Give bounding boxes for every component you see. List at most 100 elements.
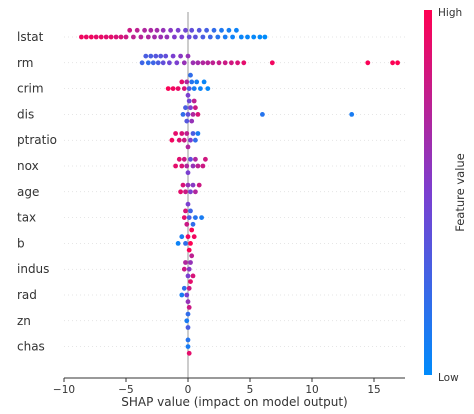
point-lstat: [222, 34, 228, 40]
point-b: [188, 241, 193, 246]
point-rm: [143, 53, 149, 59]
point-lstat: [131, 34, 136, 40]
point-lstat: [160, 27, 166, 33]
point-tax: [199, 215, 205, 221]
point-rm: [181, 60, 187, 66]
point-lstat: [134, 27, 140, 33]
feature-label-lstat: lstat: [17, 30, 44, 44]
point-age: [188, 189, 193, 195]
point-lstat: [211, 27, 217, 33]
point-nox: [181, 156, 187, 162]
colorbar: High Low Feature value: [424, 7, 467, 384]
point-lstat: [145, 34, 151, 40]
point-rm: [178, 53, 184, 59]
point-ptratio: [185, 144, 191, 150]
feature-label-ptratio: ptratio: [17, 133, 57, 147]
point-indus: [183, 260, 188, 265]
point-age: [183, 189, 188, 195]
point-zn: [185, 325, 191, 330]
point-rm: [205, 60, 211, 66]
point-nox: [193, 156, 198, 162]
point-b: [175, 241, 181, 246]
point-dis: [189, 118, 195, 124]
point-tax: [184, 221, 190, 227]
point-crim: [175, 86, 181, 91]
point-ptratio: [169, 137, 175, 143]
point-lstat: [79, 34, 84, 40]
point-nox: [195, 163, 201, 169]
feature-label-age: age: [17, 185, 39, 199]
point-rad: [188, 279, 193, 284]
point-age: [185, 182, 191, 188]
point-lstat: [154, 27, 160, 33]
point-dis: [183, 105, 188, 111]
point-dis: [186, 98, 192, 104]
point-ptratio: [173, 131, 179, 136]
point-zn: [186, 305, 192, 310]
feature-label-nox: nox: [17, 159, 39, 173]
point-dis: [195, 112, 201, 117]
point-tax: [193, 215, 198, 221]
point-lstat: [207, 34, 213, 40]
point-lstat: [175, 27, 181, 33]
point-nox: [176, 156, 182, 162]
feature-label-rm: rm: [17, 56, 33, 70]
point-crim: [179, 79, 185, 85]
feature-label-chas: chas: [17, 340, 45, 354]
point-ptratio: [181, 137, 187, 143]
point-crim: [170, 86, 176, 91]
point-tax: [188, 208, 193, 214]
point-rm: [210, 60, 216, 66]
point-indus: [189, 253, 195, 259]
point-tax: [185, 201, 191, 207]
point-lstat: [204, 27, 210, 33]
point-crim: [181, 86, 187, 91]
feature-label-zn: zn: [17, 314, 31, 328]
point-rm: [365, 60, 371, 66]
point-lstat: [186, 34, 192, 40]
x-axis-title: SHAP value (impact on model output): [121, 395, 348, 409]
point-dis: [180, 112, 186, 117]
feature-label-indus: indus: [17, 262, 49, 276]
feature-label-tax: tax: [17, 211, 36, 225]
point-b: [191, 234, 197, 240]
point-lstat: [98, 34, 104, 40]
point-lstat: [238, 34, 244, 40]
feature-rows: lstat rm crim dis ptratio nox age tax b indus rad z…: [17, 30, 405, 354]
point-nox: [190, 163, 196, 169]
point-crim: [205, 86, 211, 91]
point-rm: [145, 60, 151, 66]
point-rm: [174, 60, 180, 66]
point-lstat: [172, 34, 177, 40]
point-lstat: [108, 34, 114, 40]
point-nox: [188, 156, 193, 162]
point-chas: [185, 337, 191, 343]
point-rad: [181, 285, 187, 291]
point-lstat: [219, 27, 224, 33]
point-lstat: [152, 34, 157, 40]
point-rm: [395, 60, 400, 66]
point-chas: [185, 344, 191, 349]
point-crim: [185, 92, 191, 98]
point-indus: [186, 266, 192, 272]
point-rm: [163, 53, 169, 59]
point-rm: [222, 60, 228, 66]
feature-label-b: b: [17, 236, 25, 250]
point-ptratio: [193, 137, 198, 143]
point-crim: [194, 79, 200, 85]
point-rm: [216, 60, 222, 66]
point-rm: [190, 60, 196, 66]
point-rm: [390, 60, 395, 66]
point-lstat: [123, 34, 129, 40]
point-rad: [184, 292, 190, 298]
point-rm: [195, 60, 201, 66]
point-lstat: [257, 34, 263, 40]
point-age: [196, 182, 202, 188]
point-zn: [185, 311, 191, 317]
point-rad: [186, 285, 192, 291]
point-crim: [186, 86, 192, 91]
point-rad: [185, 299, 191, 305]
x-tick-label: 10: [305, 384, 318, 396]
point-lstat: [193, 34, 198, 40]
feature-label-rad: rad: [17, 288, 37, 302]
